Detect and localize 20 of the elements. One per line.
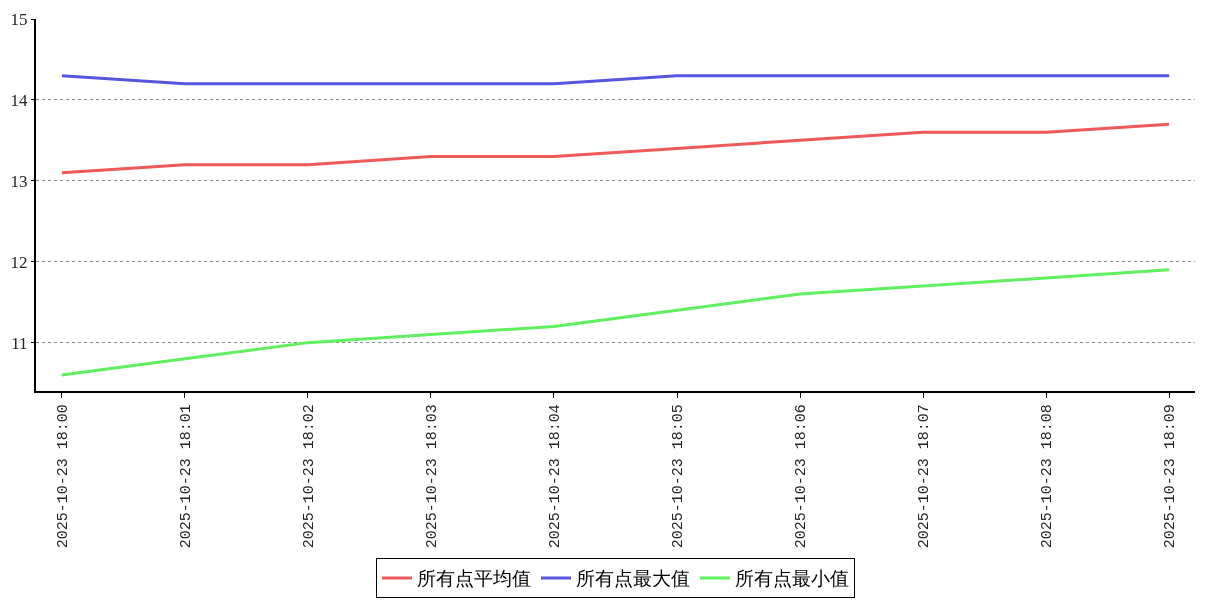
y-tick-label: 14: [10, 90, 29, 110]
legend-label: 所有点平均值: [417, 567, 531, 590]
y-tick-label: 13: [10, 171, 28, 191]
line-series: [60, 268, 1171, 377]
x-tick-label: 2025-10-23 18:09: [1162, 404, 1180, 549]
y-tick-label: 12: [10, 252, 28, 272]
x-tick-label: 2025-10-23 18:02: [300, 404, 318, 549]
x-tick-label: 2025-10-23 18:00: [54, 404, 72, 549]
x-tick-label: 2025-10-23 18:07: [915, 404, 933, 549]
legend-label: 所有点最大值: [576, 567, 690, 590]
line-series: [60, 122, 1171, 175]
x-tick-label: 2025-10-23 18:04: [546, 404, 564, 549]
x-tick-label: 2025-10-23 18:01: [177, 404, 195, 549]
legend-label: 所有点最小值: [735, 567, 849, 590]
x-tick-label: 2025-10-23 18:08: [1039, 404, 1057, 549]
y-tick-label: 15: [10, 9, 28, 29]
x-tick-label: 2025-10-23 18:06: [792, 404, 810, 549]
x-tick-label: 2025-10-23 18:03: [423, 404, 441, 549]
y-tick-label: 11: [11, 333, 28, 353]
x-tick-label: 2025-10-23 18:05: [669, 404, 687, 549]
